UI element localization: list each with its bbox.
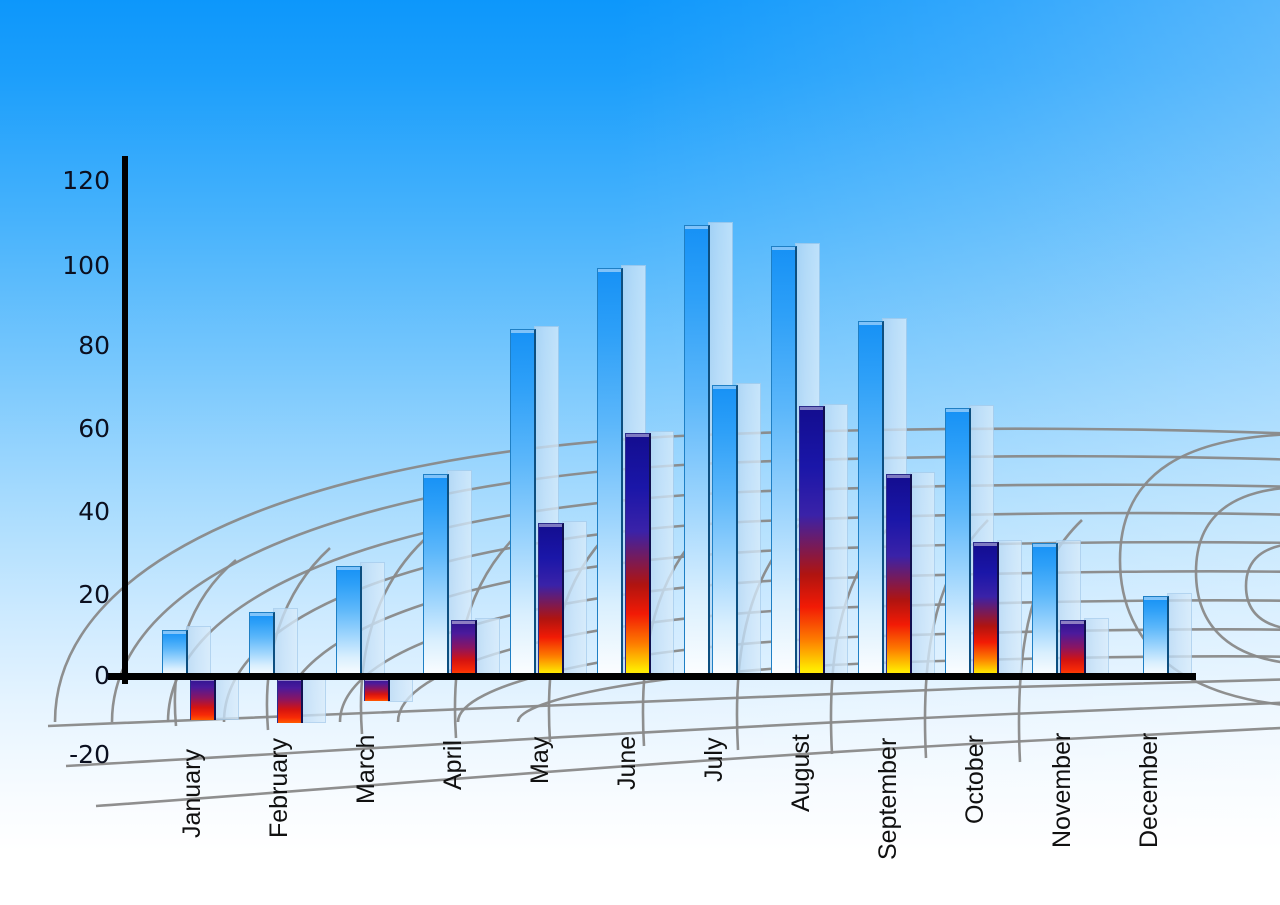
y-tick-label-20: 20 xyxy=(78,580,110,609)
bar-shadow-june-2 xyxy=(649,431,674,678)
y-axis-zero-tick xyxy=(108,673,128,680)
bar-march-series1[interactable] xyxy=(336,566,362,677)
bar-september-series1[interactable] xyxy=(858,321,884,677)
x-tick-label-may: May xyxy=(526,736,554,784)
y-tick-label-80: 80 xyxy=(78,331,110,360)
bar-june-series2[interactable] xyxy=(625,433,651,677)
bar-top-cap xyxy=(250,613,273,616)
bar-top-cap xyxy=(163,631,186,634)
bar-top-cap xyxy=(452,621,475,624)
x-tick-label-march: March xyxy=(352,734,380,804)
x-tick-label-december: December xyxy=(1135,732,1163,848)
bar-october-series2[interactable] xyxy=(973,542,999,677)
x-tick-label-november: November xyxy=(1048,732,1076,848)
bar-february-series1[interactable] xyxy=(249,612,275,677)
bar-july-series1[interactable] xyxy=(684,225,710,677)
bar-november-series1[interactable] xyxy=(1032,543,1058,677)
bar-shadow-may-2 xyxy=(562,521,587,678)
bar-top-cap xyxy=(974,543,997,546)
bar-shadow-march-2 xyxy=(388,678,413,702)
bar-august-series1[interactable] xyxy=(771,246,797,677)
bar-september-series2[interactable] xyxy=(886,474,912,677)
bar-top-cap xyxy=(337,567,360,570)
bar-top-cap xyxy=(800,407,823,410)
bar-top-cap xyxy=(772,247,795,250)
y-tick-label-120: 120 xyxy=(62,166,110,195)
bar-shadow-april-2 xyxy=(475,618,500,678)
bar-top-cap xyxy=(1033,544,1056,547)
bar-top-cap xyxy=(598,269,621,272)
bar-june-series1[interactable] xyxy=(597,268,623,677)
bar-top-cap xyxy=(946,409,969,412)
bar-top-cap xyxy=(1144,597,1167,600)
y-tick-label-minus20: -20 xyxy=(69,740,110,769)
y-tick-label-60: 60 xyxy=(78,414,110,443)
y-tick-label-0: 0 xyxy=(94,661,110,690)
bar-october-series1[interactable] xyxy=(945,408,971,677)
bar-november-series2[interactable] xyxy=(1060,620,1086,677)
bar-may-series1[interactable] xyxy=(510,329,536,677)
y-axis-line xyxy=(122,156,128,684)
bar-april-series2[interactable] xyxy=(451,620,477,677)
bar-top-cap xyxy=(887,475,910,478)
bar-top-cap xyxy=(859,322,882,325)
x-tick-label-september: September xyxy=(874,737,902,860)
bar-top-cap xyxy=(685,226,708,229)
bar-top-cap xyxy=(713,386,736,389)
y-tick-label-100: 100 xyxy=(62,251,110,280)
bar-top-cap xyxy=(511,330,534,333)
bar-july-series2[interactable] xyxy=(712,385,738,677)
x-tick-label-august: August xyxy=(787,734,815,812)
bar-december-series1[interactable] xyxy=(1143,596,1169,677)
x-axis-line xyxy=(108,673,1196,680)
bar-august-series2[interactable] xyxy=(799,406,825,677)
bar-top-cap xyxy=(424,475,447,478)
x-tick-label-january: January xyxy=(178,749,206,838)
bar-april-series1[interactable] xyxy=(423,474,449,677)
x-tick-label-july: July xyxy=(700,737,728,782)
bar-january-series1[interactable] xyxy=(162,630,188,677)
bar-top-cap xyxy=(539,524,562,527)
x-tick-label-october: October xyxy=(961,735,989,824)
y-tick-label-40: 40 xyxy=(78,497,110,526)
bar-top-cap xyxy=(1061,621,1084,624)
bar-may-series2[interactable] xyxy=(538,523,564,677)
x-tick-label-june: June xyxy=(613,735,641,790)
bar-top-cap xyxy=(626,434,649,437)
x-tick-label-february: February xyxy=(265,737,293,838)
x-tick-label-april: April xyxy=(439,739,467,790)
